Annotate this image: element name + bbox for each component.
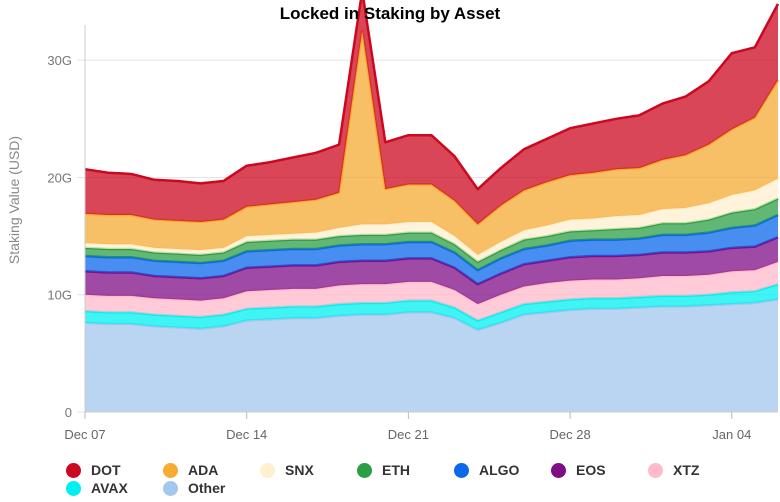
legend-swatch xyxy=(357,462,372,478)
legend-item-eth[interactable]: ETH xyxy=(357,462,410,478)
area-ada xyxy=(85,30,778,255)
x-tick-label: Dec 14 xyxy=(226,427,267,442)
x-tick-label: Jan 04 xyxy=(712,427,751,442)
legend-item-eos[interactable]: EOS xyxy=(551,462,606,478)
area-snx xyxy=(85,178,778,262)
legend-label: ALGO xyxy=(479,462,520,478)
chart-title: Locked in Staking by Asset xyxy=(279,4,501,23)
axes: 0 10G 20G 30G Dec 07 Dec 14 Dec 21 Dec 28 Jan 04 xyxy=(47,25,778,442)
legend-swatch xyxy=(260,462,275,478)
area-series xyxy=(84,0,780,412)
y-tick-label: 30G xyxy=(47,53,72,68)
y-tick-label: 10G xyxy=(47,288,72,303)
legend-item-algo[interactable]: ALGO xyxy=(454,462,519,478)
legend-label: DOT xyxy=(91,462,121,478)
x-tick-label: Dec 07 xyxy=(64,427,105,442)
legend-swatch xyxy=(163,462,178,478)
legend-label: ADA xyxy=(188,462,219,478)
legend-swatch xyxy=(66,462,81,478)
area-algo xyxy=(85,214,778,285)
legend-item-xtz[interactable]: XTZ xyxy=(648,462,699,478)
area-other xyxy=(85,299,778,412)
legend-swatch xyxy=(648,462,663,478)
y-axis-label: Staking Value (USD) xyxy=(6,136,22,264)
legend-item-dot[interactable]: DOT xyxy=(66,462,121,478)
legend-item-ada[interactable]: ADA xyxy=(163,462,218,478)
legend-label: ETH xyxy=(382,462,410,478)
legend-swatch xyxy=(454,462,469,478)
legend-item-snx[interactable]: SNX xyxy=(260,462,314,478)
legend-swatch xyxy=(551,462,566,478)
legend-swatch xyxy=(163,480,178,496)
y-tick-label: 20G xyxy=(47,170,72,185)
y-tick-label: 0 xyxy=(65,405,72,420)
legend-label: AVAX xyxy=(91,480,128,496)
legend-item-avax[interactable]: AVAX xyxy=(66,480,128,496)
legend-label: SNX xyxy=(285,462,314,478)
area-avax xyxy=(85,284,778,330)
legend-item-other[interactable]: Other xyxy=(163,480,225,496)
legend-swatch xyxy=(66,480,81,496)
legend-label: XTZ xyxy=(673,462,700,478)
line-dot xyxy=(84,0,780,191)
x-tick-label: Dec 21 xyxy=(388,427,429,442)
legend-label: EOS xyxy=(576,462,606,478)
area-eth xyxy=(85,198,778,271)
area-eos xyxy=(85,237,778,305)
legend-label: Other xyxy=(188,480,226,496)
area-xtz xyxy=(85,261,778,321)
area-dot xyxy=(85,0,778,225)
x-tick-label: Dec 28 xyxy=(549,427,590,442)
